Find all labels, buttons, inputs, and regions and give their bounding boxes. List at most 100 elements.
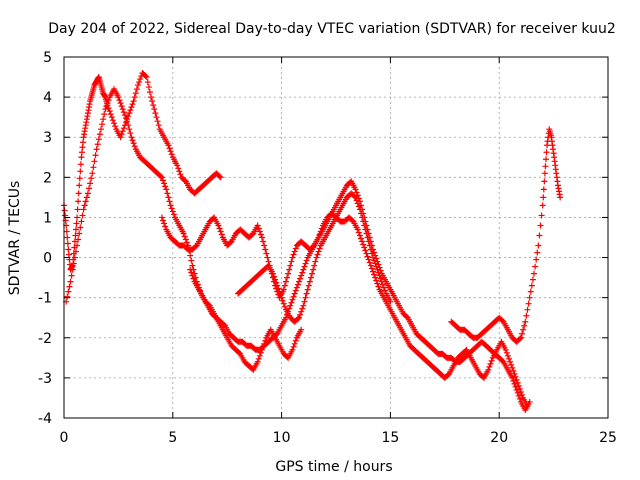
data-point [354, 226, 361, 233]
data-point [445, 371, 452, 378]
data-point [126, 110, 133, 117]
data-point [92, 152, 99, 159]
data-point [362, 247, 369, 254]
data-point [166, 198, 173, 205]
data-point [504, 352, 511, 359]
data-point [289, 296, 296, 303]
data-point [272, 276, 279, 283]
y-tick-label: 3 [43, 130, 52, 146]
data-point [298, 326, 305, 333]
data-point [119, 106, 126, 113]
data-point [521, 322, 528, 329]
data-point [314, 251, 321, 258]
series-track-f [448, 126, 564, 345]
data-point [132, 90, 139, 97]
data-point [516, 395, 523, 402]
data-point [279, 297, 286, 304]
data-point [307, 274, 314, 281]
data-point [177, 171, 184, 178]
y-tick-label: 2 [43, 170, 52, 186]
data-point [303, 290, 310, 297]
data-point [312, 258, 319, 265]
data-point [352, 186, 359, 193]
data-point [288, 258, 295, 265]
data-point [541, 178, 548, 185]
data-point [72, 232, 79, 239]
data-point [158, 214, 165, 221]
data-point [97, 126, 104, 133]
data-point [557, 194, 564, 201]
data-point [254, 222, 261, 229]
data-point [360, 241, 367, 248]
data-point [220, 321, 227, 328]
data-point [65, 251, 72, 258]
data-point [378, 278, 385, 285]
y-tick-label: -4 [38, 411, 52, 427]
data-point [499, 317, 506, 324]
data-point [305, 282, 312, 289]
data-point [298, 308, 305, 315]
data-point [216, 225, 223, 232]
data-point [300, 302, 307, 309]
data-point [112, 123, 119, 130]
data-point [89, 170, 96, 177]
data-point [188, 257, 195, 264]
data-point [376, 272, 383, 279]
data-point [154, 118, 161, 125]
data-point [84, 190, 91, 197]
data-point [190, 275, 197, 282]
data-point [256, 352, 263, 359]
series-track-a [61, 70, 224, 273]
data-point [278, 294, 285, 301]
data-point [349, 217, 356, 224]
data-point [218, 231, 225, 238]
data-point [77, 161, 84, 168]
data-point [181, 177, 188, 184]
data-point [107, 111, 114, 118]
x-tick-label: 20 [490, 430, 508, 446]
data-point [96, 131, 103, 138]
data-point [485, 366, 492, 373]
data-point [538, 212, 545, 219]
data-point [162, 223, 169, 230]
data-point [509, 364, 516, 371]
data-point [79, 144, 86, 151]
data-point [78, 149, 85, 156]
data-point [360, 218, 367, 225]
data-point [358, 210, 365, 217]
y-tick-label: -2 [38, 331, 52, 347]
data-point [169, 208, 176, 215]
data-point [371, 271, 378, 278]
x-tick-label: 25 [599, 430, 617, 446]
data-point [355, 203, 362, 210]
data-point [361, 244, 368, 251]
data-point [183, 239, 190, 246]
data-point [361, 222, 368, 229]
data-point [292, 337, 299, 344]
data-point [371, 257, 378, 264]
data-point [290, 251, 297, 258]
data-point [358, 235, 365, 242]
x-tick-label: 10 [273, 430, 291, 446]
data-point [217, 174, 224, 181]
data-point [520, 326, 527, 333]
data-point [117, 134, 124, 141]
data-point [257, 231, 264, 238]
data-point [517, 388, 524, 395]
data-point [368, 250, 375, 257]
data-point [364, 234, 371, 241]
data-point [524, 306, 531, 313]
data-point [526, 294, 533, 301]
data-point [168, 205, 175, 212]
axis-ticks [63, 56, 609, 419]
data-point [129, 137, 136, 144]
y-tick-label: 0 [43, 251, 52, 267]
data-point [125, 122, 132, 129]
data-point [255, 225, 262, 232]
data-point [316, 245, 323, 252]
data-point [303, 257, 310, 264]
data-point [527, 288, 534, 295]
data-point [130, 98, 137, 105]
data-point [513, 386, 520, 393]
data-point [86, 185, 93, 192]
